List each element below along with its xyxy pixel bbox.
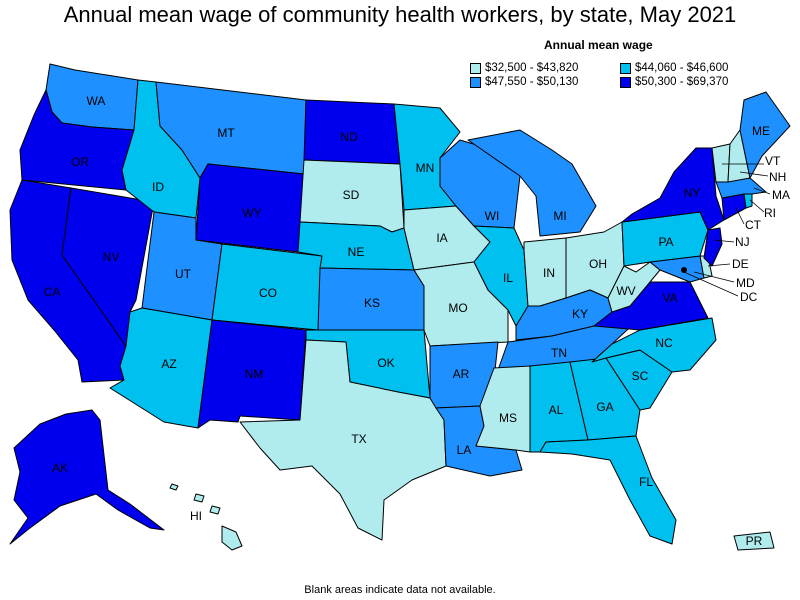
legend-swatch [620, 76, 631, 88]
label-md: MD [736, 276, 755, 290]
label-nh: NH [769, 170, 786, 184]
state-nc[interactable] [591, 317, 717, 373]
legend: Annual mean wage $32,500 - $43,820 $44,0… [470, 38, 728, 88]
label-ga: GA [596, 400, 613, 414]
label-pr: PR [746, 534, 763, 548]
state-pr[interactable] [733, 531, 775, 551]
label-ms: MS [499, 411, 517, 425]
label-tx: TX [351, 432, 366, 446]
footnote: Blank areas indicate data not available. [304, 584, 496, 596]
label-or: OR [71, 155, 89, 169]
dc-marker [681, 267, 687, 273]
state-ct[interactable] [721, 193, 747, 221]
legend-item-tier-4: $50,300 - $69,370 [620, 76, 770, 88]
label-sc: SC [632, 369, 649, 383]
label-nc: NC [655, 336, 673, 350]
label-wi: WI [485, 209, 500, 223]
label-ne: NE [348, 245, 365, 259]
state-fl[interactable] [539, 435, 677, 545]
state-ny[interactable] [621, 147, 725, 231]
label-sd: SD [343, 188, 360, 202]
label-ut: UT [175, 267, 192, 281]
label-dc: DC [740, 290, 758, 304]
label-wy: WY [242, 206, 261, 220]
legend-swatch [470, 62, 481, 74]
label-il: IL [503, 271, 513, 285]
legend-swatch [620, 62, 631, 74]
legend-range: $50,300 - $69,370 [635, 76, 729, 88]
label-va: VA [662, 291, 677, 305]
label-ia: IA [436, 231, 447, 245]
state-ak[interactable] [9, 409, 165, 545]
legend-item-tier-1: $32,500 - $43,820 [470, 62, 620, 74]
map-title: Annual mean wage of community health wor… [63, 2, 737, 27]
leader-lines [683, 163, 771, 297]
label-ky: KY [572, 307, 588, 321]
label-wa: WA [87, 94, 106, 108]
label-id: ID [152, 180, 164, 194]
label-wv: WV [616, 284, 635, 298]
legend-title: Annual mean wage [544, 38, 653, 52]
label-fl: FL [639, 475, 653, 489]
state-labels: WA OR CA NV ID MT WY UT AZ CO NM ND SD N… [44, 94, 790, 548]
label-oh: OH [589, 257, 607, 271]
label-nm: NM [245, 367, 264, 381]
label-me: ME [752, 124, 770, 138]
label-co: CO [259, 286, 277, 300]
state-nj[interactable] [703, 227, 723, 267]
label-az: AZ [161, 357, 176, 371]
label-ct: CT [745, 218, 762, 232]
label-ny: NY [684, 186, 701, 200]
label-de: DE [732, 257, 749, 271]
label-mn: MN [416, 161, 435, 175]
legend-range: $44,060 - $46,600 [635, 62, 729, 74]
label-tn: TN [551, 346, 567, 360]
label-ma: MA [772, 188, 790, 202]
label-pa: PA [658, 235, 673, 249]
legend-item-tier-2: $44,060 - $46,600 [620, 62, 770, 74]
label-nj: NJ [735, 235, 750, 249]
state-nm[interactable] [197, 319, 307, 429]
state-hi[interactable] [169, 483, 243, 551]
label-ar: AR [453, 367, 470, 381]
label-ca: CA [44, 285, 61, 299]
label-mo: MO [448, 301, 467, 315]
state-mi[interactable] [467, 129, 597, 237]
state-wy[interactable] [195, 163, 305, 253]
legend-range: $47,550 - $50,130 [485, 76, 579, 88]
label-in: IN [543, 266, 555, 280]
legend-swatch [470, 76, 481, 88]
label-la: LA [457, 443, 472, 457]
label-ok: OK [377, 356, 394, 370]
label-vt: VT [765, 154, 781, 168]
label-ks: KS [364, 296, 380, 310]
label-ak: AK [52, 461, 68, 475]
legend-item-tier-3: $47,550 - $50,130 [470, 76, 620, 88]
label-al: AL [549, 403, 564, 417]
state-il[interactable] [473, 225, 529, 327]
label-nd: ND [340, 130, 358, 144]
legend-range: $32,500 - $43,820 [485, 62, 579, 74]
label-nv: NV [103, 250, 120, 264]
state-me[interactable] [739, 91, 791, 179]
label-ri: RI [764, 206, 776, 220]
label-mt: MT [217, 126, 235, 140]
state-tx[interactable] [239, 339, 447, 541]
label-mi: MI [553, 209, 566, 223]
label-hi: HI [190, 509, 202, 523]
